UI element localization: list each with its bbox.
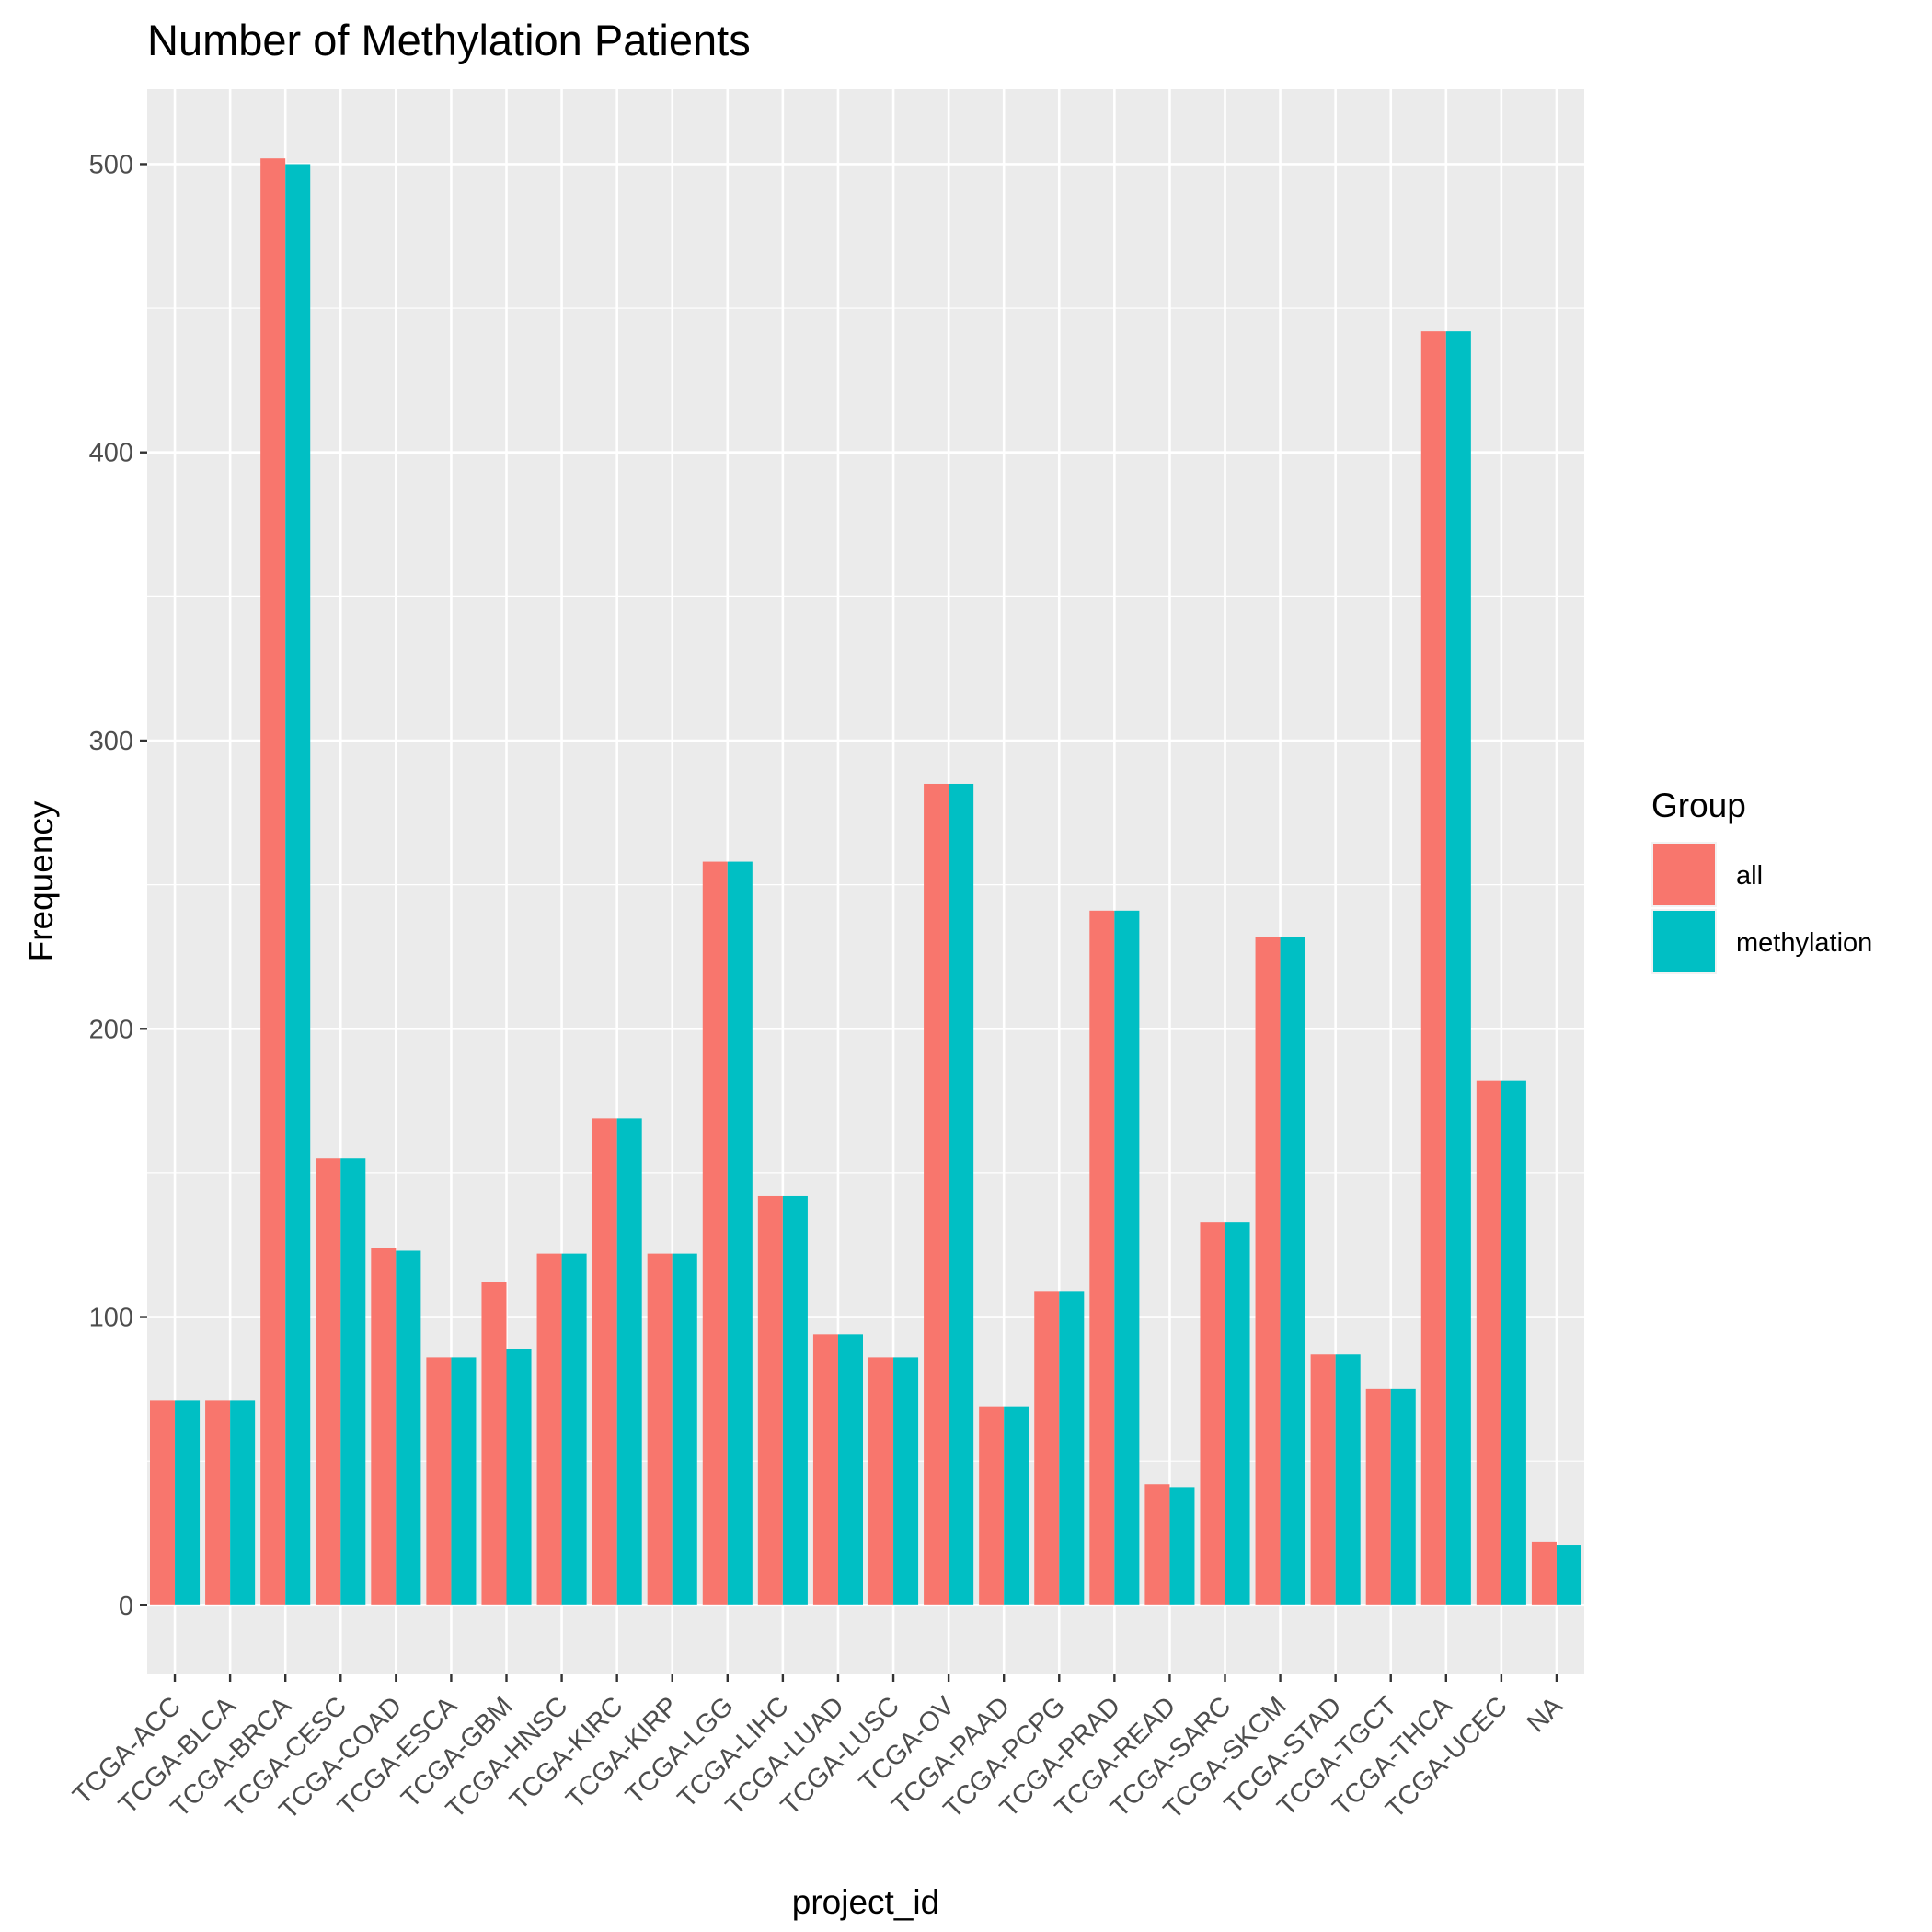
y-axis: 0 100 200 300 400 500 — [89, 150, 147, 1621]
bar-methylation — [396, 1250, 421, 1605]
bar-all — [702, 861, 728, 1605]
bar-methylation — [893, 1357, 919, 1605]
y-tick-label: 400 — [89, 439, 133, 468]
bar-all — [1255, 937, 1281, 1605]
bar-methylation — [230, 1400, 256, 1605]
bar-all — [979, 1406, 1005, 1605]
y-tick-label: 0 — [119, 1592, 133, 1621]
bar-methylation — [285, 164, 311, 1605]
bar-all — [1310, 1354, 1336, 1605]
bar-methylation — [451, 1357, 477, 1605]
legend-items: all methylation — [1651, 842, 1872, 974]
bar-methylation — [340, 1158, 366, 1605]
bar-all — [1476, 1080, 1501, 1605]
bar-methylation — [506, 1349, 532, 1605]
bar-methylation — [616, 1118, 642, 1605]
bar-all — [1089, 910, 1115, 1605]
bar-all — [924, 783, 949, 1605]
bar-all — [371, 1248, 397, 1605]
legend-title: Group — [1651, 787, 1746, 824]
bar-methylation — [1445, 331, 1471, 1605]
bar-all — [536, 1253, 562, 1605]
bar-methylation — [1556, 1545, 1581, 1605]
bar-all — [757, 1195, 783, 1605]
bar-all — [812, 1334, 838, 1605]
legend-swatch-all — [1653, 844, 1715, 905]
bar-all — [426, 1357, 452, 1605]
y-tick-label: 100 — [89, 1304, 133, 1333]
bar-all — [316, 1158, 341, 1605]
y-tick-label: 300 — [89, 727, 133, 756]
y-tick-label: 200 — [89, 1015, 133, 1044]
bar-methylation — [1390, 1388, 1416, 1605]
bar-methylation — [561, 1253, 587, 1605]
bar-all — [150, 1400, 176, 1605]
bar-all — [592, 1118, 617, 1605]
bar-all — [1420, 331, 1446, 1605]
x-tick-label: NA — [1522, 1691, 1570, 1739]
bar-all — [1200, 1222, 1225, 1605]
bar-all — [1365, 1388, 1391, 1605]
bar-methylation — [1225, 1222, 1250, 1605]
bar-all — [205, 1400, 231, 1605]
bar-all — [1034, 1291, 1060, 1605]
bar-methylation — [1004, 1406, 1029, 1605]
bar-methylation — [1280, 937, 1305, 1605]
bar-methylation — [175, 1400, 201, 1605]
bar-methylation — [727, 861, 753, 1605]
bar-methylation — [672, 1253, 697, 1605]
legend: Group all methylation — [1651, 787, 1872, 974]
legend-label-all: all — [1736, 861, 1763, 891]
bar-all — [481, 1282, 507, 1605]
x-axis-title: project_id — [792, 1883, 939, 1921]
bar-methylation — [1059, 1291, 1085, 1605]
bar-methylation — [1335, 1354, 1361, 1605]
bar-all — [1531, 1541, 1557, 1605]
bar-all — [1144, 1484, 1170, 1605]
x-axis: TCGA-ACCTCGA-BLCATCGA-BRCATCGA-CESCTCGA-… — [67, 1674, 1569, 1825]
legend-swatch-methylation — [1653, 911, 1715, 972]
chart-title: Number of Methylation Patients — [147, 16, 751, 64]
bar-methylation — [1169, 1487, 1195, 1605]
bar-all — [260, 158, 286, 1605]
bar-all — [868, 1357, 894, 1605]
legend-label-methylation: methylation — [1736, 928, 1872, 958]
bar-methylation — [782, 1195, 808, 1605]
bars — [150, 158, 1581, 1605]
bar-methylation — [837, 1334, 863, 1605]
bar-methylation — [949, 783, 974, 1605]
y-tick-label: 500 — [89, 150, 133, 179]
bar-methylation — [1501, 1080, 1526, 1605]
bar-all — [647, 1253, 673, 1605]
y-axis-title: Frequency — [22, 800, 60, 961]
bar-methylation — [1114, 910, 1140, 1605]
